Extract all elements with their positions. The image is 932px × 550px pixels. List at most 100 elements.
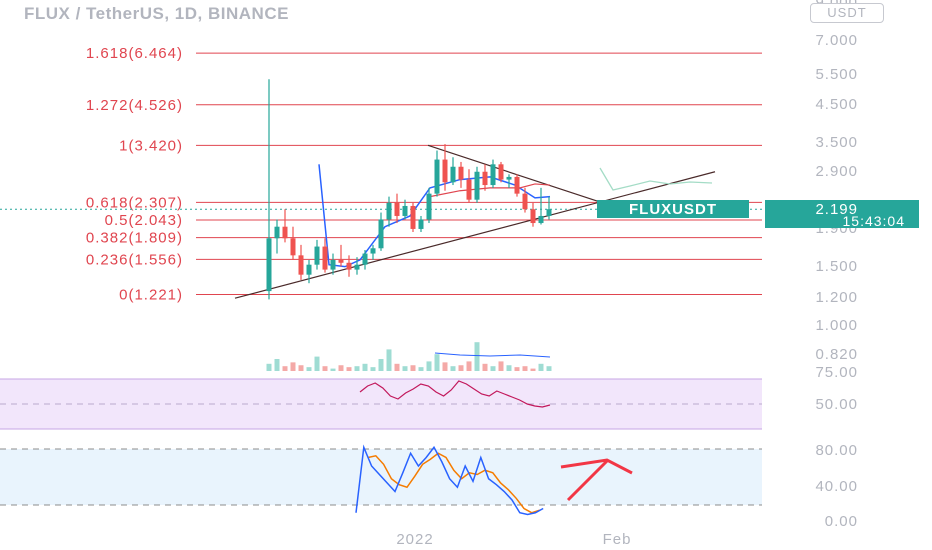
volume-bar <box>322 366 328 371</box>
volume-bar <box>346 367 352 371</box>
currency-button[interactable]: USDT <box>810 3 884 23</box>
rsi-line <box>359 380 551 408</box>
candle <box>474 166 480 203</box>
volume-bar <box>282 366 288 371</box>
candle <box>466 169 472 203</box>
price-axis-tick: 0.820 <box>815 346 858 363</box>
fib-level-label: 1(3.420) <box>119 137 183 154</box>
candle-body <box>322 246 328 270</box>
candle-body <box>450 166 456 183</box>
candle <box>426 187 432 224</box>
arrow-annotation-shaft <box>566 459 609 502</box>
candle <box>402 199 408 220</box>
secondary-ma-line <box>429 183 551 198</box>
price-axis-tick: 4.500 <box>815 96 858 113</box>
candle <box>418 215 424 232</box>
candle-body <box>346 262 352 270</box>
bar-countdown: 15:43:04 <box>843 213 906 229</box>
candle-body <box>538 215 544 224</box>
candle-body <box>282 226 288 239</box>
time-axis-tick: 2022 <box>396 531 433 548</box>
candle-body <box>474 171 480 200</box>
volume-bar <box>266 363 272 371</box>
candle <box>370 244 376 260</box>
volume-bar <box>386 349 392 371</box>
volume-bar <box>314 356 320 371</box>
volume-bar <box>394 363 400 371</box>
candle-body <box>530 209 536 224</box>
volume-bar <box>354 366 360 371</box>
volume-ma-line <box>434 352 551 358</box>
symbol-label-text: FLUXUSDT <box>629 201 717 218</box>
volume-bar <box>514 367 520 371</box>
candle <box>298 244 304 280</box>
stoch-axis-tick: 40.00 <box>815 478 858 495</box>
candle-body <box>330 259 336 270</box>
candle <box>442 144 448 191</box>
fibonacci-retracement: 1.618(6.464) 1.272(4.526) 1(3.420) 0.618(2.… <box>0 45 762 303</box>
candle <box>306 259 312 284</box>
candle <box>274 219 280 254</box>
volume-bar <box>458 365 464 371</box>
volume-bars <box>266 342 552 371</box>
candle <box>450 157 456 186</box>
candle <box>546 196 552 220</box>
candle <box>490 159 496 188</box>
candle-body <box>442 159 448 183</box>
price-axis-tick: 1.500 <box>815 258 858 275</box>
candle-body <box>402 205 408 216</box>
candle-body <box>306 264 312 275</box>
fib-level-label: 0.618(2.307) <box>86 194 183 211</box>
volume-bar <box>530 368 536 371</box>
candle-body <box>338 259 344 263</box>
volume-bar <box>538 363 544 371</box>
fib-level-label: 1.618(6.464) <box>86 45 183 62</box>
upper-trendline <box>427 144 613 207</box>
stoch-axis-tick: 80.00 <box>815 442 858 459</box>
volume-bar <box>298 365 304 371</box>
candle-body <box>426 193 432 220</box>
fib-level-label: 0.382(1.809) <box>86 230 183 247</box>
candle-body <box>458 166 464 180</box>
volume-bar <box>482 363 488 371</box>
candle <box>330 253 336 275</box>
candle <box>290 226 296 260</box>
candle-body <box>370 248 376 254</box>
candle <box>538 187 544 225</box>
candle <box>514 174 520 197</box>
candle <box>506 174 512 188</box>
price-axis-tick: 1.000 <box>815 317 858 334</box>
candle <box>282 209 288 243</box>
stoch-d-line <box>367 452 540 514</box>
fib-level-label: 0.5(2.043) <box>105 212 183 229</box>
candle-body <box>314 246 320 265</box>
candle-body <box>546 209 552 216</box>
candle-body <box>274 226 280 239</box>
candle <box>498 161 504 183</box>
stoch-axis-tick: 0.00 <box>825 513 858 530</box>
price-axis-tick: 1.200 <box>815 289 858 306</box>
price-axis-tick: 7.000 <box>815 32 858 49</box>
candle-body <box>378 219 384 249</box>
chart-title: FLUX / TetherUS, 1D, BINANCE <box>24 4 289 23</box>
candle-body <box>482 171 488 186</box>
candle-body <box>522 193 528 210</box>
arrow-annotation-head <box>560 458 633 475</box>
candle-body <box>506 176 512 180</box>
candle <box>394 193 400 224</box>
candle-body <box>490 164 496 186</box>
volume-bar <box>426 361 432 371</box>
volume-bar <box>402 366 408 371</box>
volume-bar <box>306 367 312 371</box>
candle <box>346 255 352 277</box>
volume-bar <box>370 367 376 371</box>
projection-line <box>599 167 713 191</box>
candle <box>362 250 368 270</box>
candle-body <box>418 219 424 229</box>
last-price-badge <box>765 200 919 228</box>
fib-level-label: 0.236(1.556) <box>86 251 183 268</box>
volume-bar <box>522 366 528 371</box>
candle-body <box>290 238 296 256</box>
volume-bar <box>498 361 504 371</box>
